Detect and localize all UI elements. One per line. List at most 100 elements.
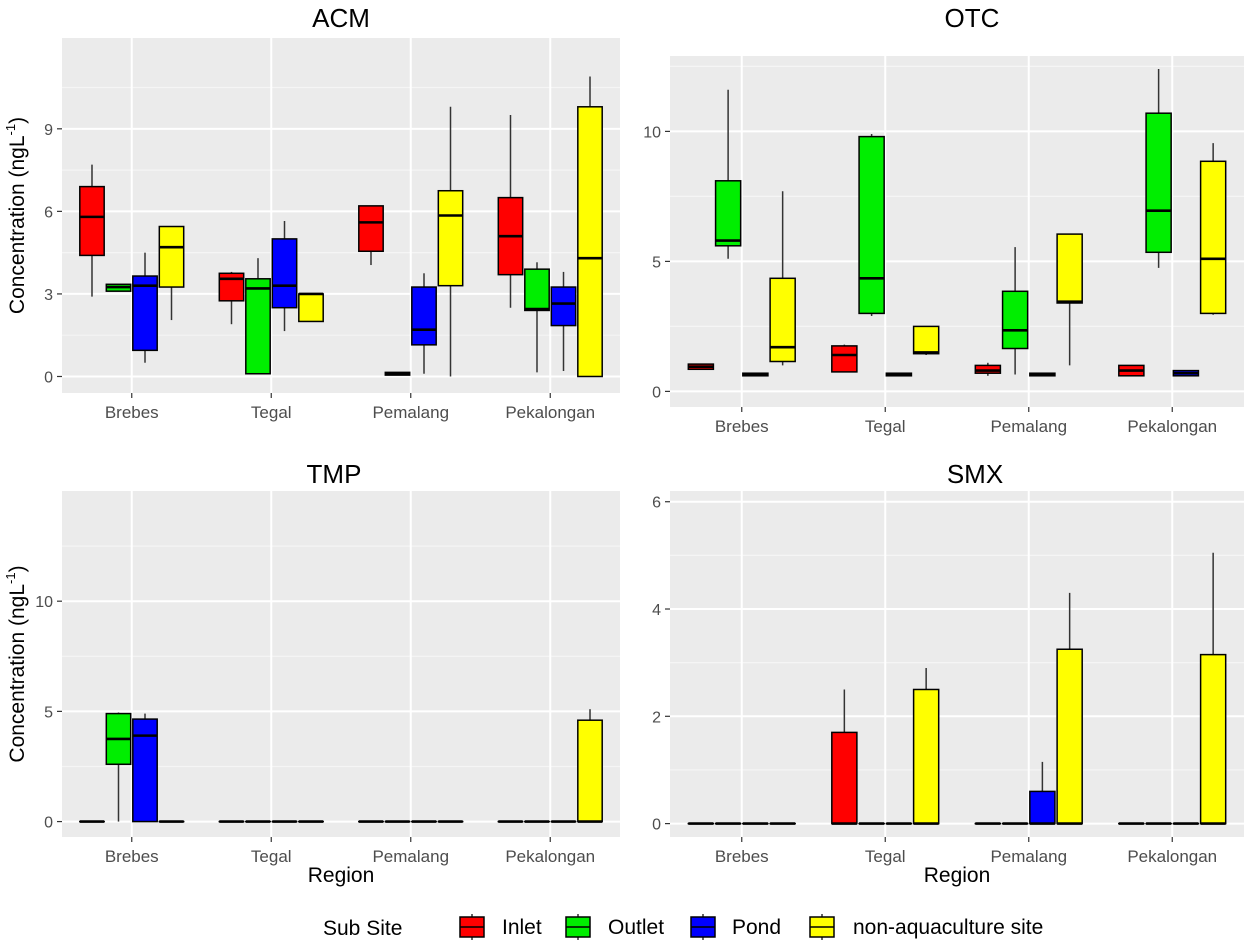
box-pond: [133, 714, 157, 822]
x-tick-label: Pemalang: [990, 417, 1067, 436]
y-tick-label: 0: [44, 815, 53, 832]
y-axis-label-superscript: -1: [3, 572, 18, 584]
y-tick-label: 0: [44, 369, 53, 386]
box-body: [1146, 113, 1171, 252]
x-tick-label: Pemalang: [372, 403, 449, 422]
y-axis-label-main: Concentration (ngL: [6, 135, 29, 314]
legend-item-pond: Pond: [691, 914, 781, 940]
y-tick-label: 5: [652, 254, 661, 271]
y-tick-label: 6: [44, 204, 53, 221]
box-outlet: [859, 134, 884, 316]
legend-item-outlet: Outlet: [566, 914, 664, 940]
legend-label-outlet: Outlet: [608, 916, 664, 939]
y-tick-label: 5: [44, 704, 53, 721]
box-body: [975, 365, 1000, 373]
box-body: [159, 227, 183, 288]
box-non-aquaculture-site: [914, 326, 939, 355]
box-outlet: [106, 284, 130, 291]
box-inlet: [832, 345, 857, 372]
box-non-aquaculture-site: [914, 668, 939, 824]
panel-title: SMX: [947, 459, 1003, 489]
x-tick-label: Tegal: [865, 847, 906, 866]
panel-background: [670, 491, 1244, 837]
x-tick-label: Tegal: [251, 847, 292, 866]
x-tick-label: Brebes: [715, 417, 769, 436]
y-tick-label: 0: [652, 817, 661, 834]
x-tick-label: Pemalang: [990, 847, 1067, 866]
box-inlet: [688, 364, 713, 369]
box-body: [914, 326, 939, 353]
y-axis-label-close: ): [6, 565, 29, 572]
legend-label-non-aquaculture-site: non-aquaculture site: [853, 916, 1043, 939]
box-body: [438, 191, 462, 286]
box-pond: [886, 373, 911, 376]
y-tick-label: 6: [652, 495, 661, 512]
box-body: [412, 287, 436, 345]
box-body: [1003, 291, 1028, 348]
box-body: [770, 278, 795, 361]
box-body: [359, 206, 383, 251]
y-tick-label: 0: [652, 384, 661, 401]
panel-otc: 0 5 10 Brebes Tegal Pemalang Pekalongan OTC: [643, 3, 1244, 436]
box-body: [80, 187, 104, 256]
y-tick-label: 10: [35, 594, 53, 611]
y-axis-label: Concentration (ngL-1): [3, 117, 29, 314]
box-body: [551, 287, 575, 326]
box-body: [246, 279, 270, 374]
panel-title: ACM: [312, 3, 370, 33]
box-body: [914, 689, 939, 823]
y-tick-label: 2: [652, 709, 661, 726]
x-tick-label: Pekalongan: [505, 403, 595, 422]
box-body: [1057, 234, 1082, 303]
box-inlet: [975, 363, 1000, 376]
box-pond: [743, 373, 768, 376]
y-axis-label-main: Concentration (ngL: [6, 584, 29, 763]
box-body: [832, 732, 857, 823]
panel-title: TMP: [307, 459, 362, 489]
box-non-aquaculture-site: [578, 77, 602, 377]
box-body: [1030, 791, 1055, 823]
box-non-aquaculture-site: [578, 709, 602, 821]
box-outlet: [385, 372, 409, 375]
y-axis-label-superscript: -1: [3, 124, 18, 136]
box-body: [299, 294, 323, 322]
y-tick-label: 4: [652, 602, 661, 619]
y-tick-label: 10: [643, 124, 661, 141]
x-tick-label: Brebes: [105, 847, 159, 866]
box-body: [525, 269, 549, 310]
box-pond: [1030, 373, 1055, 376]
x-axis-label: Region: [924, 864, 991, 887]
panel-smx: 0 2 4 6 Brebes Tegal Pemalang Pekalongan SMX Regi…: [652, 459, 1244, 887]
x-tick-label: Tegal: [251, 403, 292, 422]
box-pond: [1173, 371, 1198, 376]
y-tick-label: 3: [44, 287, 53, 304]
x-tick-label: Pekalongan: [1127, 847, 1217, 866]
box-body: [716, 181, 741, 246]
panel-title: OTC: [945, 3, 1000, 33]
box-body: [1201, 655, 1226, 824]
box-body: [578, 720, 602, 821]
y-tick-label: 9: [44, 122, 53, 139]
x-axis-label: Region: [308, 864, 375, 887]
x-tick-label: Pekalongan: [505, 847, 595, 866]
x-tick-label: Brebes: [105, 403, 159, 422]
x-tick-label: Tegal: [865, 417, 906, 436]
box-body: [832, 346, 857, 372]
y-axis-label-close: ): [6, 117, 29, 124]
legend-title: Sub Site: [323, 917, 402, 940]
box-non-aquaculture-site: [299, 294, 323, 322]
box-non-aquaculture-site: [1201, 143, 1226, 315]
box-body: [219, 273, 243, 301]
box-body: [1201, 161, 1226, 313]
box-inlet: [1119, 365, 1144, 375]
x-tick-label: Pekalongan: [1127, 417, 1217, 436]
box-body: [1057, 649, 1082, 823]
legend-label-inlet: Inlet: [502, 916, 542, 939]
legend-label-pond: Pond: [732, 916, 781, 939]
panel-acm: 0 3 6 9 Brebes Tegal Pemalang Pekalongan ACM Conc…: [3, 3, 620, 422]
x-tick-label: Brebes: [715, 847, 769, 866]
box-body: [133, 276, 157, 350]
